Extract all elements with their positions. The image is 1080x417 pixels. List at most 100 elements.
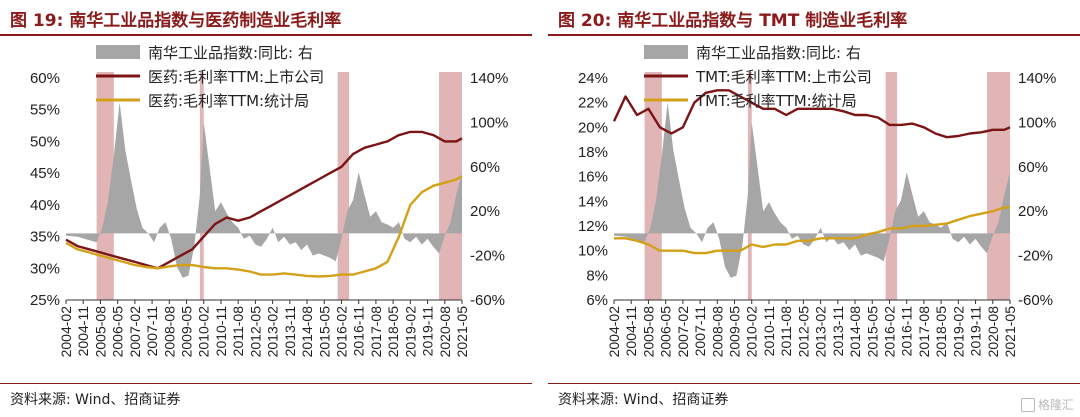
chart-source: 资料来源: Wind、招商证券 [558, 392, 729, 408]
y-right-tick-label: -60% [1018, 292, 1053, 309]
source-divider [548, 383, 1080, 384]
y-left-tick-label: 16% [578, 169, 608, 186]
legend-label: TMT:毛利率TTM:上市公司 [695, 68, 872, 86]
x-tick-label: 2018-05 [385, 306, 401, 358]
legend-swatch [96, 45, 140, 59]
y-left-tick-label: 18% [578, 144, 608, 161]
legend-swatch [644, 45, 688, 59]
source-divider [0, 383, 532, 384]
y-left-tick-label: 30% [30, 260, 60, 277]
x-tick-label: 2017-08 [916, 306, 932, 358]
chart-panel-fig20: 图 20: 南华工业品指数与 TMT 制造业毛利率 6% 8% 10% 12% 14% 1… [548, 0, 1080, 417]
x-tick-label: 2019-02 [950, 306, 966, 358]
y-left-tick-label: 8% [586, 267, 608, 284]
x-tick-label: 2008-08 [161, 306, 177, 358]
y-left-tick-label: 14% [578, 193, 608, 210]
y-right-tick-label: 100% [1018, 114, 1056, 131]
chart-canvas-fig19: 25% 30% 35% 40% 45% 50% 55% 60% -60% -20% 20% 60% 10… [30, 44, 508, 358]
y-right-tick-label: -20% [470, 248, 505, 265]
y-left-tick-label: 12% [578, 218, 608, 235]
x-tick-label: 2021-05 [454, 306, 470, 358]
x-tick-label: 2011-08 [230, 306, 246, 357]
y-left-tick-label: 50% [30, 133, 60, 150]
x-tick-label: 2010-02 [744, 306, 760, 358]
x-tick-label: 2013-11 [282, 306, 298, 357]
x-tick-label: 2006-05 [110, 306, 126, 358]
x-tick-label: 2013-02 [265, 306, 281, 358]
shaded-period [337, 72, 350, 300]
x-tick-label: 2010-11 [213, 306, 229, 357]
x-tick-label: 2015-05 [316, 306, 332, 358]
x-tick-label: 2004-02 [58, 306, 74, 358]
legend-label: 医药:毛利率TTM:上市公司 [148, 68, 324, 86]
x-tick-label: 2007-02 [127, 306, 143, 358]
series-line-1 [65, 175, 463, 278]
y-right-tick-label: 140% [1018, 70, 1056, 87]
chart-canvas-fig20: 6% 8% 10% 12% 14% 16% 18% 20% 22% 24% -60% -20% 20% 6… [578, 44, 1056, 358]
legend-label: TMT:毛利率TTM:统计局 [695, 92, 857, 110]
x-tick-label: 2016-02 [881, 306, 897, 358]
shaded-period [96, 72, 114, 300]
series-line-1 [614, 206, 1010, 255]
y-left-tick-label: 20% [578, 119, 608, 136]
x-tick-label: 2013-11 [830, 306, 846, 357]
y-right-tick-label: 140% [470, 70, 508, 87]
x-tick-label: 2007-11 [692, 306, 708, 357]
y-right-tick-label: 60% [470, 159, 500, 176]
shaded-period [885, 72, 898, 300]
title-divider [0, 34, 532, 36]
y-right-tick-label: 100% [470, 114, 508, 131]
y-right-tick-label: -60% [470, 292, 505, 309]
x-tick-label: 2010-11 [761, 306, 777, 357]
x-tick-label: 2020-08 [985, 306, 1001, 358]
series-area-nanhua [66, 102, 462, 278]
series-area-nanhua [614, 102, 1010, 278]
x-tick-label: 2005-08 [640, 306, 656, 358]
x-tick-label: 2011-08 [778, 306, 794, 357]
x-tick-label: 2012-05 [247, 306, 263, 358]
chart-panel-fig19: 图 19: 南华工业品指数与医药制造业毛利率 25% 30% 35% 40% 45% 50… [0, 0, 532, 417]
x-tick-label: 2010-02 [196, 306, 212, 358]
x-tick-label: 2020-08 [437, 306, 453, 358]
x-tick-label: 2016-02 [333, 306, 349, 358]
x-tick-label: 2004-11 [75, 306, 91, 357]
shaded-period [439, 72, 462, 300]
y-right-tick-label: 60% [1018, 159, 1048, 176]
legend-label: 南华工业品指数:同比: 右 [148, 44, 313, 62]
chart-title: 图 19: 南华工业品指数与医药制造业毛利率 [10, 11, 342, 31]
x-tick-label: 2019-11 [968, 306, 984, 357]
y-left-tick-label: 22% [578, 95, 608, 112]
watermark: 格隆汇 [1020, 396, 1074, 413]
chart-source: 资料来源: Wind、招商证券 [10, 392, 181, 408]
watermark-text: 格隆汇 [1037, 398, 1074, 412]
x-tick-label: 2005-08 [92, 306, 108, 358]
series-line-0 [65, 130, 463, 270]
x-tick-label: 2004-02 [606, 306, 622, 358]
x-tick-label: 2009-05 [179, 306, 195, 358]
y-right-tick-label: -20% [1018, 248, 1053, 265]
x-tick-label: 2018-05 [933, 306, 949, 358]
x-tick-label: 2021-05 [1002, 306, 1018, 358]
x-tick-label: 2008-08 [709, 306, 725, 358]
x-tick-label: 2009-05 [727, 306, 743, 358]
x-tick-label: 2004-11 [623, 306, 639, 357]
y-left-tick-label: 25% [30, 292, 60, 309]
y-left-tick-label: 6% [586, 292, 608, 309]
y-left-tick-label: 55% [30, 102, 60, 119]
y-left-tick-label: 24% [578, 70, 608, 87]
x-tick-label: 2007-02 [675, 306, 691, 358]
shaded-period [644, 72, 662, 300]
x-tick-label: 2006-05 [658, 306, 674, 358]
legend-label: 医药:毛利率TTM:统计局 [148, 92, 309, 110]
x-tick-label: 2015-05 [864, 306, 880, 358]
x-tick-label: 2007-11 [144, 306, 160, 357]
x-tick-label: 2014-08 [847, 306, 863, 358]
x-tick-label: 2017-08 [368, 306, 384, 358]
x-tick-label: 2019-11 [420, 306, 436, 357]
x-tick-label: 2016-11 [899, 306, 915, 357]
x-tick-label: 2013-02 [813, 306, 829, 358]
y-right-tick-label: 20% [470, 203, 500, 220]
watermark-logo-icon [1020, 397, 1035, 412]
chart-title: 图 20: 南华工业品指数与 TMT 制造业毛利率 [558, 11, 908, 31]
y-left-tick-label: 60% [30, 70, 60, 87]
